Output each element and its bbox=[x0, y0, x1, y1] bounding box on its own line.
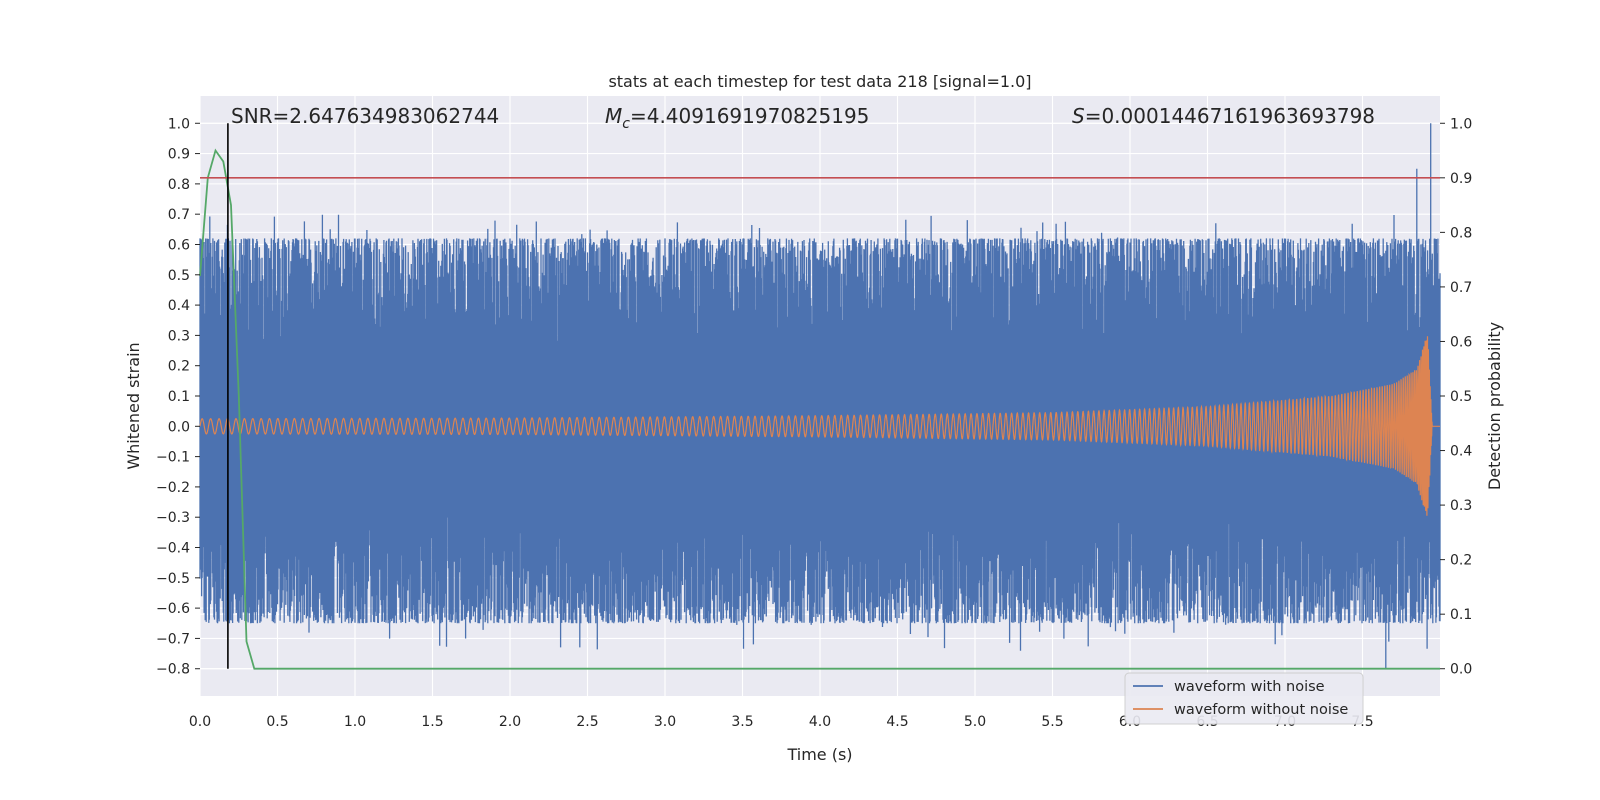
y-tick-label: 0.8 bbox=[168, 177, 190, 193]
chirp-mass-symbol: M bbox=[605, 104, 622, 128]
statistic-symbol: S bbox=[1072, 104, 1085, 128]
y-tick-label: −0.7 bbox=[156, 631, 190, 647]
y-tick-label: 0.9 bbox=[168, 147, 190, 163]
chirp-mass-value: =4.4091691970825195 bbox=[630, 104, 869, 128]
y2-tick-label: 0.0 bbox=[1450, 662, 1472, 678]
y-tick-label: −0.8 bbox=[156, 662, 190, 678]
y-tick-label: 0.6 bbox=[168, 237, 190, 253]
y2-tick-label: 0.8 bbox=[1450, 225, 1472, 241]
statistic-value: =0.00014467161963693798 bbox=[1085, 104, 1375, 128]
x-tick-label: 3.0 bbox=[654, 714, 676, 730]
x-tick-label: 1.0 bbox=[344, 714, 366, 730]
series-waveform-without-noise bbox=[199, 336, 1440, 516]
y-tick-label: −0.6 bbox=[156, 601, 190, 617]
x-tick-label: 5.0 bbox=[964, 714, 986, 730]
x-tick-label: 0.5 bbox=[266, 714, 288, 730]
y-tick-label: 0.7 bbox=[168, 207, 190, 223]
y2-tick-label: 0.3 bbox=[1450, 498, 1472, 514]
y-tick-label: 0.4 bbox=[168, 298, 190, 314]
clean-waveform-path bbox=[199, 336, 1440, 516]
x-tick-label: 0.0 bbox=[189, 714, 211, 730]
y-tick-label: −0.4 bbox=[156, 541, 190, 557]
y2-tick-label: 0.1 bbox=[1450, 607, 1472, 623]
y2-tick-label: 0.4 bbox=[1450, 444, 1472, 460]
snr-annotation: SNR=2.647634983062744 bbox=[231, 104, 499, 128]
y-tick-label: 0.5 bbox=[168, 268, 190, 284]
chirp-mass-subscript: c bbox=[622, 116, 630, 132]
legend-label-clean: waveform without noise bbox=[1174, 702, 1348, 718]
x-tick-label: 4.0 bbox=[809, 714, 831, 730]
x-tick-label: 3.5 bbox=[731, 714, 753, 730]
y-tick-label: −0.2 bbox=[156, 480, 190, 496]
y2-tick-label: 0.6 bbox=[1450, 334, 1472, 350]
y-tick-label: 0.0 bbox=[168, 419, 190, 435]
y-axis-title: Whitened strain bbox=[124, 342, 143, 469]
y-tick-label: 0.1 bbox=[168, 389, 190, 405]
probability-line bbox=[199, 148, 1440, 670]
y2-tick-label: 0.2 bbox=[1450, 553, 1472, 569]
x-tick-label: 5.5 bbox=[1041, 714, 1063, 730]
y2-axis-title: Detection probability bbox=[1485, 322, 1504, 490]
y-tick-label: −0.5 bbox=[156, 571, 190, 587]
y-tick-labels: 1.0 0.9 0.8 0.7 0.6 0.5 0.4 0.3 0.2 0.1 0.0 −0.1 −0.… bbox=[156, 116, 200, 678]
x-tick-label: 4.5 bbox=[886, 714, 908, 730]
y2-tick-label: 0.7 bbox=[1450, 280, 1472, 296]
x-tick-label: 2.5 bbox=[576, 714, 598, 730]
y-tick-label: 1.0 bbox=[168, 116, 190, 132]
legend-label-noisy: waveform with noise bbox=[1174, 679, 1325, 695]
chirp-mass-annotation: Mc=4.4091691970825195 bbox=[605, 104, 869, 132]
x-axis-title: Time (s) bbox=[786, 745, 852, 764]
x-tick-label: 1.5 bbox=[421, 714, 443, 730]
y-tick-label: −0.1 bbox=[156, 450, 190, 466]
y-tick-label: 0.3 bbox=[168, 328, 190, 344]
statistic-annotation: S=0.00014467161963693798 bbox=[1072, 104, 1375, 128]
x-tick-label: 2.0 bbox=[499, 714, 521, 730]
y-tick-label: −0.3 bbox=[156, 510, 190, 526]
series-detection-probability bbox=[199, 148, 1440, 670]
y2-tick-label: 0.5 bbox=[1450, 389, 1472, 405]
y-tick-label: 0.2 bbox=[168, 359, 190, 375]
legend: waveform with noise waveform without noi… bbox=[1124, 672, 1364, 725]
legend-box bbox=[1124, 672, 1364, 725]
y2-tick-labels: 1.0 0.9 0.8 0.7 0.6 0.5 0.4 0.3 0.2 0.1 0.0 bbox=[1440, 116, 1472, 678]
y2-tick-label: 1.0 bbox=[1450, 116, 1472, 132]
chart-title: stats at each timestep for test data 218… bbox=[608, 72, 1031, 91]
y2-tick-label: 0.9 bbox=[1450, 171, 1472, 187]
